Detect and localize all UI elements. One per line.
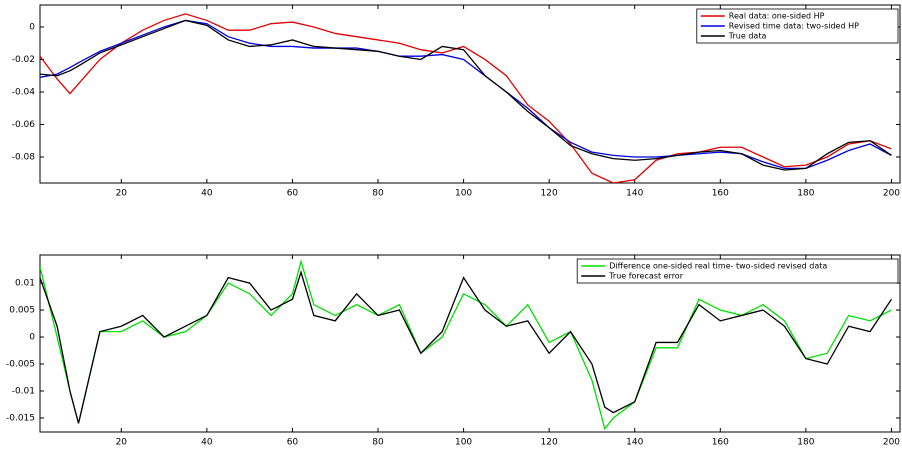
x-tick-label: 60 bbox=[287, 438, 299, 447]
x-tick-label: 200 bbox=[883, 189, 900, 199]
y-tick-label: -0.01 bbox=[12, 386, 35, 396]
x-tick-label: 40 bbox=[201, 438, 213, 447]
x-tick-label: 60 bbox=[287, 189, 299, 199]
y-tick-label: -0.02 bbox=[12, 55, 35, 65]
y-tick-label: 0 bbox=[29, 333, 35, 343]
series-line bbox=[40, 13, 892, 183]
x-tick-label: 160 bbox=[712, 438, 729, 447]
x-tick-label: 180 bbox=[797, 438, 814, 447]
x-tick-label: 200 bbox=[883, 438, 900, 447]
legend-label: Real data: one-sided HP bbox=[729, 12, 825, 21]
x-tick-label: 120 bbox=[541, 189, 558, 199]
x-tick-label: 20 bbox=[116, 189, 128, 199]
legend-label: True forecast error bbox=[608, 272, 684, 281]
x-tick-label: 140 bbox=[626, 189, 643, 199]
x-tick-label: 20 bbox=[116, 438, 128, 447]
x-tick-label: 100 bbox=[455, 438, 472, 447]
y-tick-label: 0.01 bbox=[15, 279, 35, 289]
x-tick-label: 80 bbox=[372, 438, 384, 447]
series-line bbox=[40, 19, 892, 171]
series-line bbox=[40, 270, 892, 424]
x-tick-label: 160 bbox=[712, 189, 729, 199]
x-tick-label: 80 bbox=[372, 189, 384, 199]
y-tick-label: -0.04 bbox=[12, 87, 36, 97]
y-tick-label: 0.005 bbox=[9, 306, 35, 316]
legend-label: Revised time data: two-sided HP bbox=[729, 22, 859, 31]
x-tick-label: 100 bbox=[455, 189, 472, 199]
x-tick-label: 180 bbox=[797, 189, 814, 199]
x-tick-label: 120 bbox=[541, 438, 558, 447]
legend-box bbox=[696, 8, 899, 44]
plot-area bbox=[39, 254, 901, 433]
x-tick-label: 140 bbox=[626, 438, 643, 447]
y-tick-label: -0.06 bbox=[12, 120, 36, 130]
y-tick-label: -0.08 bbox=[12, 152, 36, 162]
y-tick-label: 0 bbox=[29, 22, 35, 32]
y-tick-label: -0.005 bbox=[6, 360, 35, 370]
x-tick-label: 40 bbox=[201, 189, 213, 199]
legend-label: True data bbox=[728, 32, 767, 41]
legend-label: Difference one-sided real time- two-side… bbox=[609, 262, 827, 271]
legend-box bbox=[576, 258, 899, 284]
y-tick-label: -0.015 bbox=[6, 413, 35, 423]
series-line bbox=[40, 259, 892, 431]
